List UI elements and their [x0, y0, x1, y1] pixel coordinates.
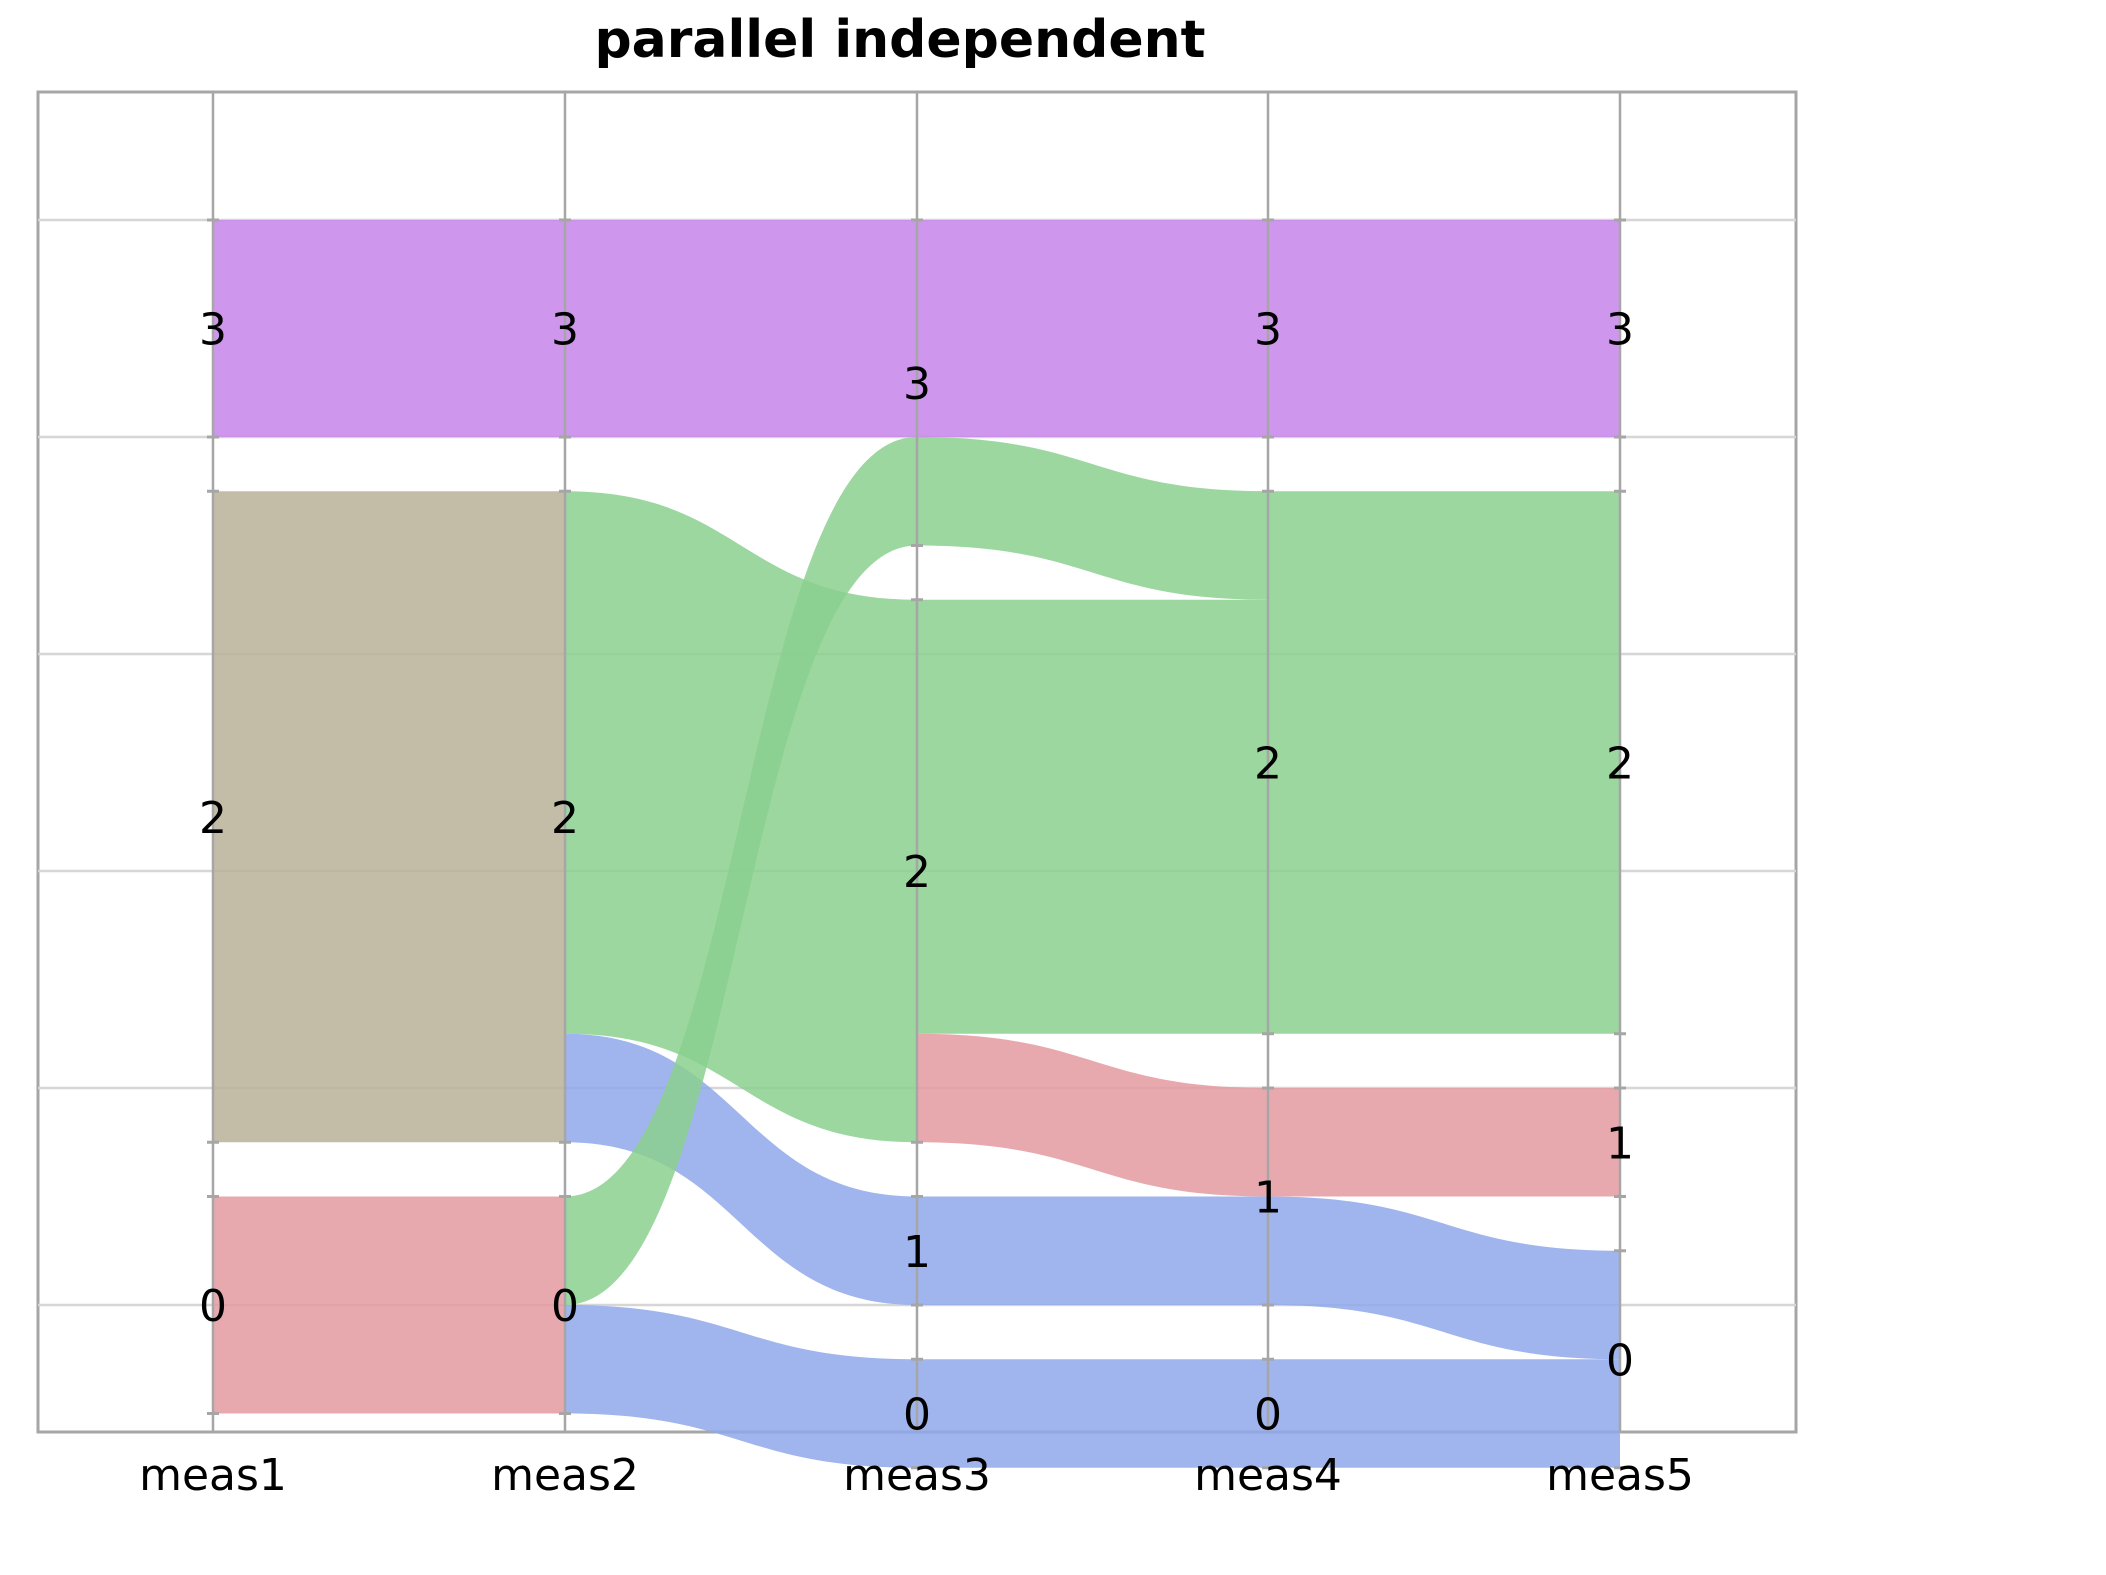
- link-meas4-0-to-meas5-0: [1268, 1359, 1620, 1468]
- link-meas1-0-to-meas2-0: [213, 1196, 565, 1414]
- node-label-meas3-3: 3: [903, 359, 931, 410]
- axis-label-meas3: meas3: [843, 1450, 991, 1501]
- link-meas1-3-to-meas2-3: [213, 220, 565, 437]
- axis-layer: meas1 meas2 meas3 meas4 meas5: [139, 92, 1694, 1501]
- link-meas4-2-to-meas5-2: [1268, 491, 1620, 1034]
- link-meas3-3-to-meas4-2: [917, 437, 1268, 600]
- node-label-meas4-0: 0: [1254, 1390, 1282, 1441]
- node-label-meas4-1: 1: [1254, 1173, 1282, 1224]
- chart-title: parallel independent: [594, 10, 1206, 70]
- node-label-meas3-2: 2: [903, 847, 931, 898]
- node-label-meas4-3: 3: [1254, 305, 1282, 356]
- link-meas4-3-to-meas5-3: [1268, 220, 1620, 437]
- link-meas1-2-to-meas2-2: [213, 491, 565, 1143]
- link-meas4-1-to-meas5-1: [1268, 1088, 1620, 1197]
- link-meas3-3-to-meas4-3: [917, 220, 1268, 437]
- link-meas3-2-to-meas4-1: [917, 1033, 1268, 1197]
- link-meas4-1-to-meas5-0: [1268, 1196, 1620, 1360]
- node-label-meas1-2: 2: [199, 793, 227, 844]
- node-label-meas5-3: 3: [1606, 305, 1634, 356]
- node-label-meas5-0: 0: [1606, 1335, 1634, 1386]
- link-layer: [213, 220, 1620, 1468]
- node-label-meas5-1: 1: [1606, 1118, 1634, 1169]
- link-meas2-3-to-meas3-3: [565, 220, 917, 437]
- node-label-meas5-2: 2: [1606, 739, 1634, 790]
- link-meas2-2-to-meas3-1: [565, 1033, 917, 1305]
- node-label-meas2-0: 0: [551, 1281, 579, 1332]
- node-label-meas1-3: 3: [199, 305, 227, 356]
- axis-label-meas4: meas4: [1194, 1450, 1342, 1501]
- label-layer: 3 2 0 3 2 0 3 2 1 0 3 2 1 0 3 2 1 0: [199, 305, 1634, 1441]
- axis-label-meas2: meas2: [491, 1450, 639, 1501]
- link-meas2-0-to-meas3-3: [565, 437, 917, 1305]
- node-label-meas2-2: 2: [551, 793, 579, 844]
- node-label-meas4-2: 2: [1254, 739, 1282, 790]
- node-label-meas3-1: 1: [903, 1227, 931, 1278]
- link-meas2-0-to-meas3-0: [565, 1305, 917, 1468]
- axis-label-meas1: meas1: [139, 1450, 287, 1501]
- link-meas3-2-to-meas4-2: [917, 599, 1268, 1034]
- link-meas3-1-to-meas4-1: [917, 1196, 1268, 1305]
- node-label-meas2-3: 3: [551, 305, 579, 356]
- node-label-meas1-0: 0: [199, 1281, 227, 1332]
- node-label-meas3-0: 0: [903, 1390, 931, 1441]
- axis-label-meas5: meas5: [1546, 1450, 1694, 1501]
- link-meas3-0-to-meas4-0: [917, 1359, 1268, 1468]
